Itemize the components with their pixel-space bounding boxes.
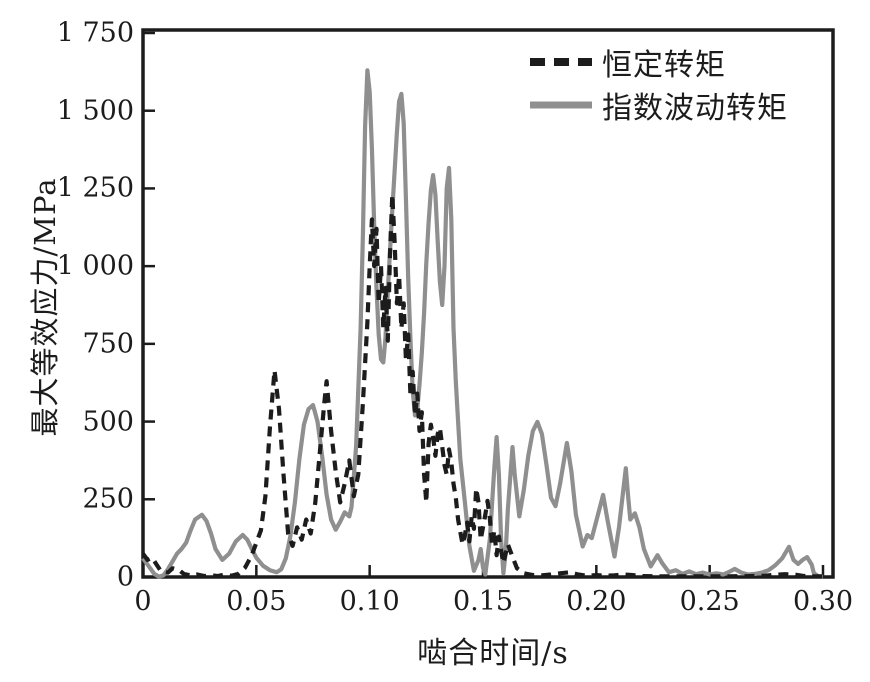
x-axis-title: 啮合时间/s <box>417 636 569 671</box>
legend-label-fluctuating-torque: 指数波动转矩 <box>602 90 788 126</box>
y-tick-label: 1 750 <box>56 17 134 49</box>
x-tick-label: 0 <box>134 586 152 617</box>
y-tick-label: 1 500 <box>56 95 134 127</box>
solid-line-sample-icon <box>530 101 592 108</box>
x-tick-label: 0.15 <box>452 586 514 617</box>
y-tick-label: 500 <box>82 406 134 438</box>
dashed-line-sample-icon <box>530 57 592 66</box>
series-line-constant-torque <box>141 192 823 579</box>
y-tick-label: 750 <box>82 328 134 360</box>
y-tick-label: 250 <box>82 483 134 515</box>
y-tick-label: 0 <box>116 561 134 593</box>
legend-entry-constant-torque: 恒定转矩 <box>528 40 818 83</box>
x-tick-label: 0.20 <box>566 586 627 617</box>
legend: 恒定转矩 指数波动转矩 <box>528 40 818 126</box>
y-axis-title: 最大等效应力/MPa <box>28 177 62 437</box>
x-tick-label: 0.10 <box>339 586 400 617</box>
x-tick-label: 0.05 <box>226 586 287 617</box>
y-tick-label: 1 000 <box>56 250 134 282</box>
x-tick-label: 0.30 <box>792 586 854 617</box>
y-tick-label: 1 250 <box>56 172 134 204</box>
x-tick-label: 0.25 <box>679 586 740 617</box>
series-line-fluctuating-torque <box>141 68 824 579</box>
legend-entry-fluctuating-torque: 指数波动转矩 <box>528 83 818 126</box>
plot-border <box>141 28 835 579</box>
legend-label-constant-torque: 恒定转矩 <box>602 47 726 83</box>
